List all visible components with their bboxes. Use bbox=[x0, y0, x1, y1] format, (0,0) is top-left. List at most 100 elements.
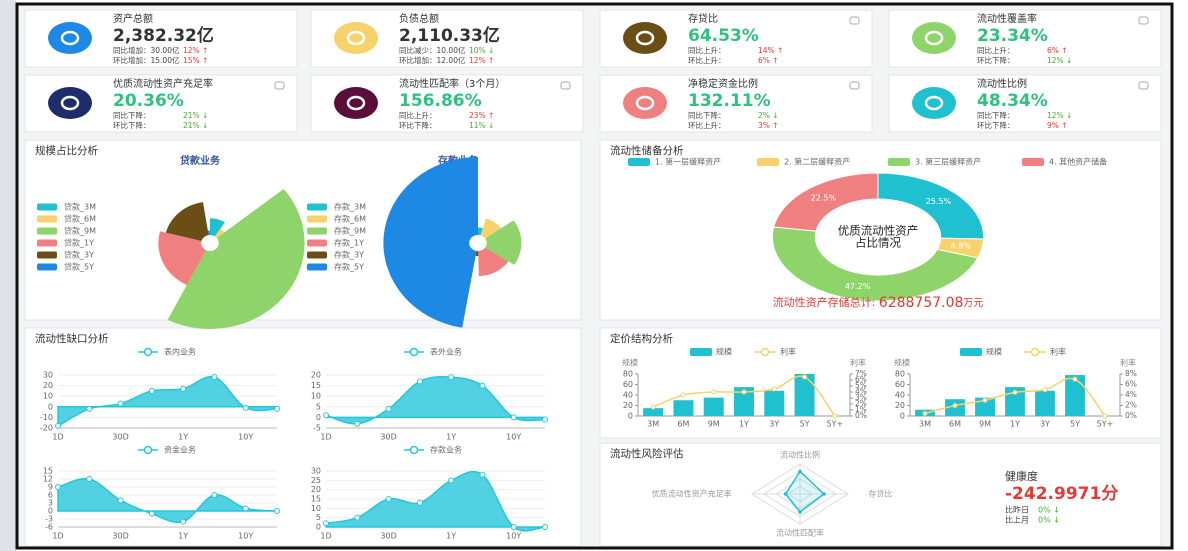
y-tick-label: 5 bbox=[316, 513, 321, 522]
kpi-change: 3% ↑ bbox=[758, 121, 779, 130]
kpi-change: 2% ↓ bbox=[758, 111, 779, 120]
legend-marker bbox=[143, 445, 153, 455]
y-tick-label: 20 bbox=[43, 381, 53, 390]
legend-label: 利率 bbox=[1050, 347, 1066, 357]
y-axis-title: 规模 bbox=[622, 358, 638, 368]
y2-tick-label: 4% bbox=[855, 387, 867, 396]
kpi-change-label: 同比减少：10.00亿 bbox=[399, 45, 466, 55]
kpi-change: 11% ↓ bbox=[469, 121, 494, 130]
legend-label: 存款业务 bbox=[430, 445, 462, 455]
y-tick-label: 12 bbox=[43, 475, 53, 484]
x-tick-label: 1Y bbox=[1010, 420, 1020, 429]
radar-point bbox=[798, 510, 802, 514]
kpi-icon bbox=[623, 87, 667, 119]
x-tick-label: 1Y bbox=[739, 420, 749, 429]
legend-label: 规模 bbox=[986, 347, 1002, 357]
y2-tick-label: 2% bbox=[855, 399, 867, 408]
kpi-change: 9% ↑ bbox=[1047, 121, 1068, 130]
x-tick-label: 30D bbox=[112, 532, 128, 541]
kpi-change-label: 环比增加：12.00亿 bbox=[399, 55, 466, 65]
kpi-change-label: 环比增加：15.00亿 bbox=[113, 55, 180, 65]
y-tick-label: 10 bbox=[311, 504, 321, 513]
kpi-value: 132.11% bbox=[688, 91, 771, 111]
expand-icon bbox=[1138, 81, 1149, 90]
y2-tick-label: 2% bbox=[1125, 401, 1137, 410]
kpi-icon bbox=[623, 22, 667, 54]
point bbox=[802, 374, 808, 380]
center-text: 占比情况 bbox=[855, 236, 901, 250]
point bbox=[180, 385, 187, 392]
y-tick-label: 5 bbox=[316, 402, 321, 411]
point bbox=[1072, 376, 1078, 382]
rose-sector bbox=[165, 202, 209, 242]
legend-label: 存款_1Y bbox=[334, 238, 364, 248]
bar bbox=[1065, 375, 1085, 416]
kpi-title: 净稳定资金比例 bbox=[688, 77, 758, 90]
rose-sector bbox=[207, 230, 210, 236]
panel-title: 流动性储备分析 bbox=[610, 144, 684, 157]
y2-axis-title: 利率 bbox=[1120, 358, 1136, 368]
point bbox=[832, 413, 838, 419]
rose-sector bbox=[214, 228, 225, 238]
point bbox=[242, 505, 249, 512]
legend-label: 贷款_6M bbox=[64, 214, 96, 224]
x-tick-label: 1D bbox=[320, 532, 331, 541]
kpi-change-label: 环比下降： bbox=[399, 120, 437, 130]
kpi-title: 负债总额 bbox=[399, 12, 439, 25]
kpi-value: 64.53% bbox=[688, 26, 759, 46]
kpi-icon-glyph bbox=[924, 30, 944, 46]
legend-label: 存款_5Y bbox=[334, 262, 364, 272]
kpi-change-label: 同比增加：30.00亿 bbox=[113, 45, 180, 55]
point bbox=[55, 422, 61, 429]
y-tick-label: 30 bbox=[43, 371, 53, 380]
y-tick-label: -3 bbox=[45, 515, 53, 524]
radar-point bbox=[822, 492, 826, 496]
x-tick-label: 1Y bbox=[178, 433, 188, 442]
kpi-change-label: 同比上升： bbox=[688, 45, 726, 55]
x-tick-label: 1Y bbox=[178, 532, 188, 541]
expand-icon bbox=[849, 16, 860, 25]
y-tick-label: 20 bbox=[311, 485, 321, 494]
y-tick-label: 30 bbox=[311, 467, 321, 476]
rose-sector bbox=[485, 220, 522, 265]
y-tick-label: 25 bbox=[311, 476, 321, 485]
legend-swatch bbox=[37, 263, 57, 271]
rose-sector bbox=[480, 218, 502, 239]
panel-title: 流动性缺口分析 bbox=[35, 332, 109, 345]
y-tick-label: 15 bbox=[311, 381, 321, 390]
x-tick-label: 5Y bbox=[800, 420, 810, 429]
kpi-icon bbox=[912, 22, 956, 54]
point bbox=[86, 405, 93, 412]
legend-label: 存款_9M bbox=[334, 226, 366, 236]
legend-swatch bbox=[690, 348, 712, 356]
point bbox=[416, 499, 423, 506]
kpi-change: 12% ↑ bbox=[183, 46, 208, 55]
point bbox=[274, 508, 280, 514]
y-tick-label: 0 bbox=[316, 523, 321, 532]
point bbox=[242, 404, 249, 411]
kpi-card bbox=[310, 9, 584, 68]
x-tick-label: 1D bbox=[52, 532, 63, 541]
legend-label: 贷款_3M bbox=[64, 202, 96, 212]
point bbox=[1042, 387, 1048, 393]
kpi-change-label: 环比上升： bbox=[688, 55, 726, 65]
point bbox=[771, 386, 777, 392]
bar bbox=[764, 390, 785, 416]
x-tick-label: 3M bbox=[919, 420, 931, 429]
donut-segment bbox=[771, 226, 979, 302]
kpi-change-label: 环比下降： bbox=[977, 55, 1015, 65]
point bbox=[148, 387, 155, 394]
point bbox=[117, 400, 124, 407]
legend-label: 4. 其他资产储备 bbox=[1049, 157, 1107, 167]
point bbox=[274, 405, 280, 412]
kpi-title: 流动性覆盖率 bbox=[977, 12, 1037, 25]
kpi-icon bbox=[334, 22, 378, 54]
kpi-change: 12% ↓ bbox=[1047, 56, 1072, 65]
kpi-icon bbox=[48, 22, 92, 54]
bar bbox=[1005, 387, 1025, 416]
legend-swatch bbox=[37, 215, 57, 223]
score-title: 健康度 bbox=[1005, 469, 1038, 483]
y-tick-label: 10 bbox=[311, 392, 321, 401]
point bbox=[510, 414, 517, 421]
